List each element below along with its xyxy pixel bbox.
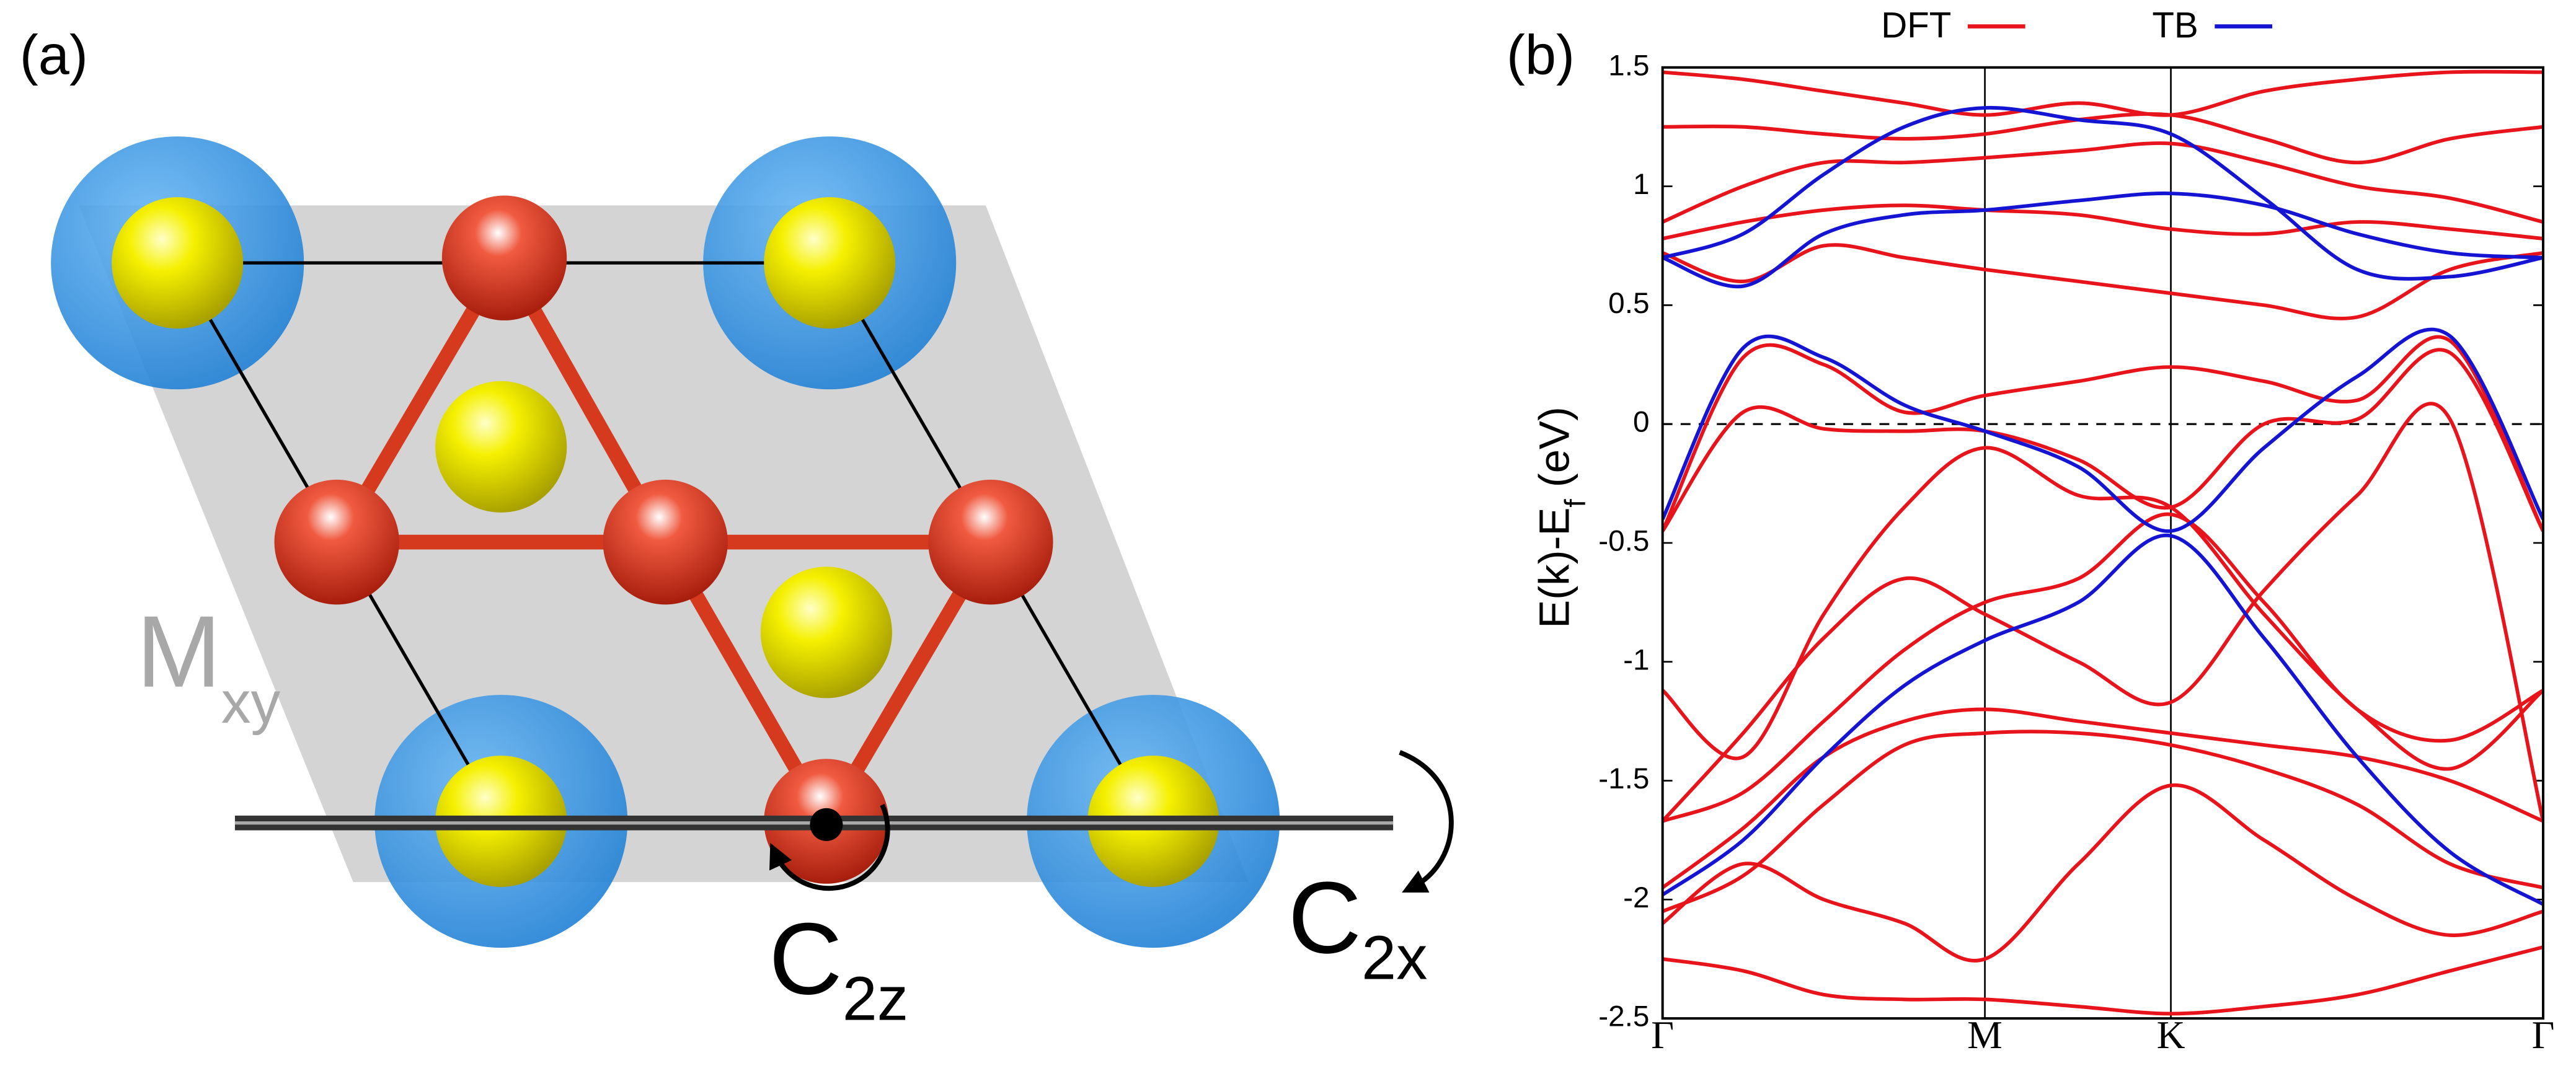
band: [1662, 141, 2544, 224]
c2x-arrow: [1399, 750, 1454, 893]
legend-label: TB: [2152, 6, 2198, 46]
band: [1662, 69, 2544, 117]
c2z-subscript: 2z: [843, 964, 908, 1034]
c2x-label: C2x: [1288, 860, 1428, 992]
c2x-subscript: 2x: [1361, 923, 1427, 992]
band: [1662, 783, 2544, 963]
y-tick-label: -1: [1623, 643, 1649, 676]
x-tick-label: K: [2157, 1013, 2185, 1057]
band: [1662, 348, 2544, 532]
band: [1662, 335, 2544, 532]
band: [1662, 243, 2544, 320]
mirror-symbol: M: [136, 594, 221, 708]
y-tick-label: -0.5: [1598, 525, 1649, 558]
yellow-spheres: [112, 197, 1219, 888]
band: [1662, 327, 2544, 533]
band: [1662, 192, 2544, 289]
c2z-label: C2z: [769, 901, 908, 1033]
plot-frame: [1661, 66, 2544, 1020]
y-axis-label-main: E(k)-E: [1531, 508, 1578, 628]
band: [1662, 533, 2544, 906]
y-tick-label: 0: [1633, 406, 1650, 439]
band: [1662, 945, 2544, 1016]
band: [1662, 203, 2544, 240]
y-axis-label-sub: f: [1559, 499, 1592, 508]
band: [1662, 512, 2544, 823]
panel-label: (a): [20, 24, 88, 86]
y-tick-label: -1.5: [1598, 762, 1649, 795]
legend-label: DFT: [1881, 6, 1951, 46]
c2z-axis-dot: [810, 808, 843, 841]
mirror-label: Mxy: [136, 594, 281, 736]
y-tick-label: 0.5: [1608, 287, 1649, 320]
band: [1662, 446, 2544, 771]
c2x-symbol: C: [1288, 860, 1362, 974]
red-spheres: [274, 195, 1053, 884]
crystal-structure: [51, 136, 1454, 948]
x-tick-label: M: [1967, 1013, 2003, 1057]
c2z-symbol: C: [769, 901, 843, 1015]
band: [1662, 730, 2544, 914]
band: [1662, 402, 2544, 822]
y-axis-label: E(k)-Ef (eV): [1531, 407, 1592, 628]
x-tick-label: Γ: [2532, 1013, 2555, 1057]
y-tick-label: 1.5: [1608, 49, 1649, 82]
y-axis-label-unit: (eV): [1531, 407, 1578, 499]
y-tick-label: -2: [1623, 881, 1649, 914]
panel-label: (b): [1507, 24, 1575, 86]
y-tick-label: -2.5: [1598, 1000, 1649, 1033]
band: [1662, 105, 2544, 281]
y-tick-label: 1: [1633, 168, 1650, 201]
band: [1662, 707, 2544, 889]
x-tick-label: Γ: [1651, 1013, 1674, 1057]
mirror-subscript: xy: [221, 670, 281, 736]
band-structure: -2.5 -2 -1.5 -1 -0.5 0 0.5 1 1.5 Γ M K Γ DFT TB: [1598, 6, 2554, 1057]
c2z-arrow: [769, 803, 890, 891]
